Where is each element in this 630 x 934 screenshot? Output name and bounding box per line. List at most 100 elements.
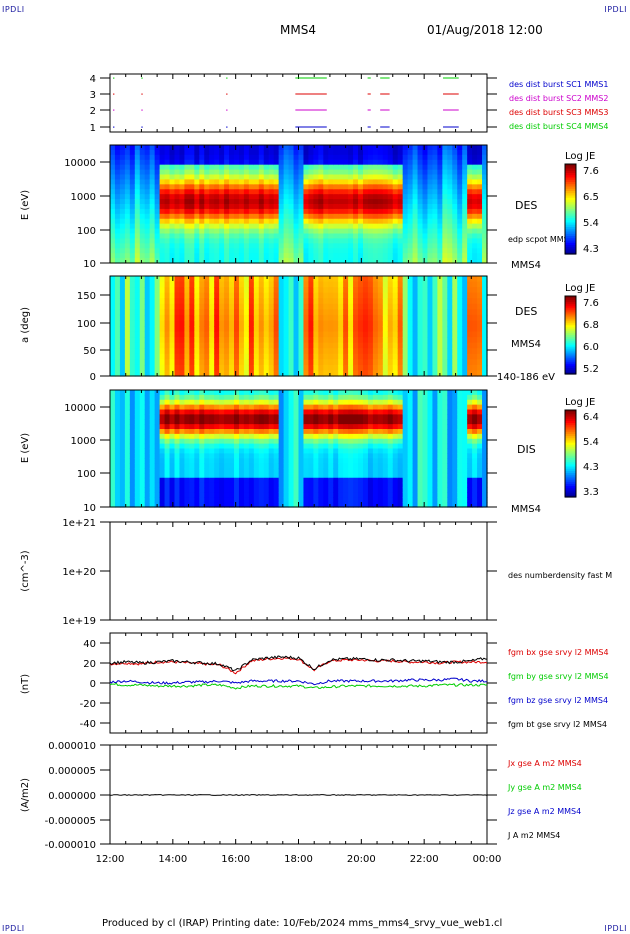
dis-energy-cell: [209, 390, 215, 396]
dis-energy-cell: [114, 433, 121, 440]
des-energy-cell: [114, 149, 121, 156]
des-energy-cell: [224, 223, 230, 230]
des-energy-cell: [119, 213, 126, 220]
pitch-cell: [238, 309, 245, 316]
pitch-cell: [234, 320, 240, 327]
des-energy-cell: [427, 228, 434, 235]
dis-energy-cell: [278, 399, 285, 406]
des-energy-cell: [199, 253, 205, 259]
dis-energy-cell: [318, 394, 324, 401]
dis-energy-cell: [392, 468, 399, 474]
pitch-cell: [124, 303, 131, 310]
dis-energy-cell: [382, 463, 389, 469]
dis-energy-cell: [159, 468, 166, 474]
des-energy-cell: [467, 194, 473, 200]
dis-energy-cell: [124, 472, 131, 479]
dis-energy-cell: [214, 492, 220, 498]
pitch-cell: [209, 326, 215, 333]
des-energy-cell: [219, 164, 225, 171]
dis-energy-cell: [313, 390, 319, 396]
des-energy-cell: [263, 228, 270, 235]
des-energy-cell: [194, 194, 200, 200]
pitch-colorbar-cell: [565, 333, 576, 336]
dis-energy-cell: [412, 438, 419, 445]
pitch-cell: [427, 287, 434, 294]
des-energy-cell: [110, 243, 116, 249]
des-energy-cell: [234, 233, 240, 240]
dis-energy-cell: [313, 409, 319, 415]
pitch-cell: [323, 281, 329, 288]
pitch-cell: [179, 326, 186, 333]
dis-energy-cell: [189, 419, 195, 425]
dis-energy-cell: [392, 390, 399, 396]
des-energy-cell: [382, 164, 389, 171]
des-energy-cell: [432, 194, 438, 200]
des-energy-cell: [457, 149, 463, 156]
des-energy-cell: [462, 149, 468, 156]
des-energy-cell: [392, 248, 399, 254]
des-energy-cell: [372, 199, 379, 205]
des-energy-cell: [253, 218, 260, 225]
pitch-cell: [308, 326, 314, 333]
pitch-cell: [372, 287, 379, 294]
pitch-cell: [144, 353, 151, 360]
dis-energy-cell: [367, 429, 374, 435]
pitch-cell: [422, 331, 429, 338]
pitch-cell: [397, 287, 404, 294]
dis-energy-cell: [224, 492, 230, 498]
des-energy-cell: [273, 149, 280, 156]
des-energy-cell: [189, 248, 195, 254]
dis-energy-cell: [387, 443, 394, 450]
dis-energy-cell: [164, 492, 171, 498]
des-energy-cell: [422, 189, 429, 195]
dis-energy-cell: [134, 458, 141, 464]
dis-energy-cell: [268, 448, 275, 454]
des-energy-cell: [129, 149, 136, 156]
dis-energy-cell: [303, 424, 310, 430]
des-energy-cell: [224, 184, 230, 190]
des-energy-cell: [229, 218, 235, 225]
dis-energy-cell: [144, 497, 151, 503]
des-energy-cell: [209, 243, 215, 249]
des-energy-cell: [367, 204, 374, 210]
des-energy-cell: [442, 228, 448, 235]
des-energy-cell: [194, 199, 200, 205]
des-energy-cell: [437, 233, 443, 240]
des-energy-cell: [412, 204, 419, 210]
des-energy-cell: [308, 243, 314, 249]
pitch-cell: [432, 359, 438, 366]
des-energy-cell: [372, 179, 379, 185]
pitch-colorbar-cell: [565, 325, 576, 328]
dis-energy-cell: [303, 394, 310, 401]
des-energy-cell: [194, 189, 200, 195]
des-energy-cell: [482, 164, 488, 171]
pitch-cell: [387, 292, 394, 299]
pitch-cell: [268, 342, 275, 349]
des-energy-cell: [452, 228, 458, 235]
pitch-cell: [174, 303, 181, 310]
pitch-cell: [110, 353, 116, 360]
dis-energy-cell: [238, 472, 245, 479]
des-energy-cell: [338, 184, 344, 190]
des-energy-cell: [313, 228, 319, 235]
pitch-cell: [124, 359, 131, 366]
dis-energy-cell: [358, 482, 364, 489]
pitch-cell: [258, 331, 265, 338]
des-energy-cell: [114, 164, 121, 171]
dis-energy-cell: [268, 438, 275, 445]
dis-energy-cell: [313, 448, 319, 454]
dis-energy-cell: [377, 497, 384, 503]
des-energy-cell: [328, 233, 334, 240]
des-energy-cell: [174, 248, 181, 254]
des-energy-cell: [154, 223, 161, 230]
pitch-cell: [243, 353, 250, 360]
dis-energy-cell: [159, 477, 166, 484]
dis-energy-cell: [224, 472, 230, 479]
pitch-cell: [392, 331, 399, 338]
des-energy-cell: [417, 199, 424, 205]
dis-energy-cell: [353, 433, 359, 440]
des-energy-cell: [194, 184, 200, 190]
dis-energy-cell: [124, 487, 131, 493]
pitch-cell: [169, 370, 176, 377]
des-energy-cell: [348, 179, 354, 185]
